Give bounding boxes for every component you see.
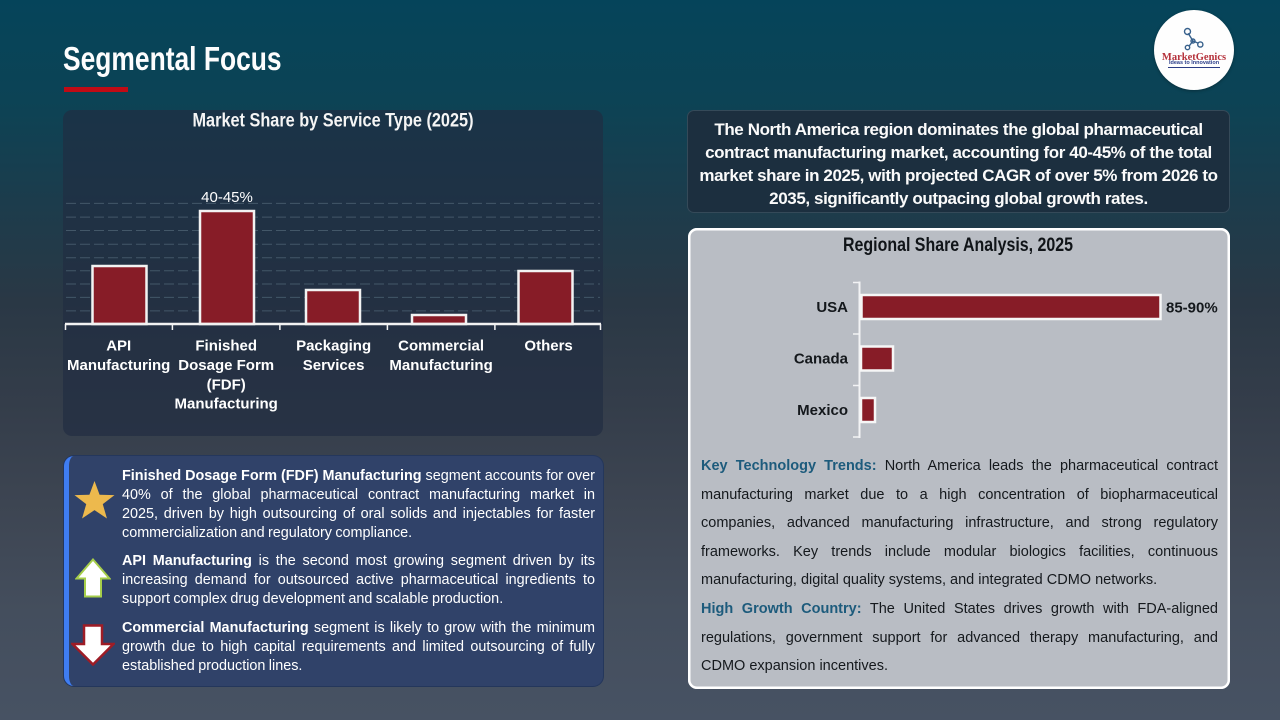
svg-text:Others: Others [524, 338, 572, 355]
svg-text:Canada: Canada [794, 351, 849, 368]
svg-text:Regional Share Analysis, 2025: Regional Share Analysis, 2025 [843, 235, 1073, 256]
svg-text:40-45%: 40-45% [201, 189, 253, 206]
svg-text:Manufacturing: Manufacturing [175, 396, 278, 413]
svg-text:Manufacturing: Manufacturing [67, 357, 170, 374]
svg-text:Dosage Form: Dosage Form [178, 357, 274, 374]
svg-text:USA: USA [816, 299, 848, 316]
svg-text:Commercial: Commercial [398, 338, 484, 355]
svg-text:Market Share by Service Type (: Market Share by Service Type (2025) [193, 111, 474, 132]
svg-text:Services: Services [303, 357, 365, 374]
svg-text:(FDF): (FDF) [207, 376, 246, 393]
svg-text:Packaging: Packaging [296, 338, 371, 355]
svg-text:85-90%: 85-90% [1166, 300, 1218, 317]
svg-text:Mexico: Mexico [797, 402, 848, 419]
svg-text:Finished: Finished [195, 338, 257, 355]
svg-text:Manufacturing: Manufacturing [389, 357, 492, 374]
svg-text:API: API [106, 338, 131, 355]
